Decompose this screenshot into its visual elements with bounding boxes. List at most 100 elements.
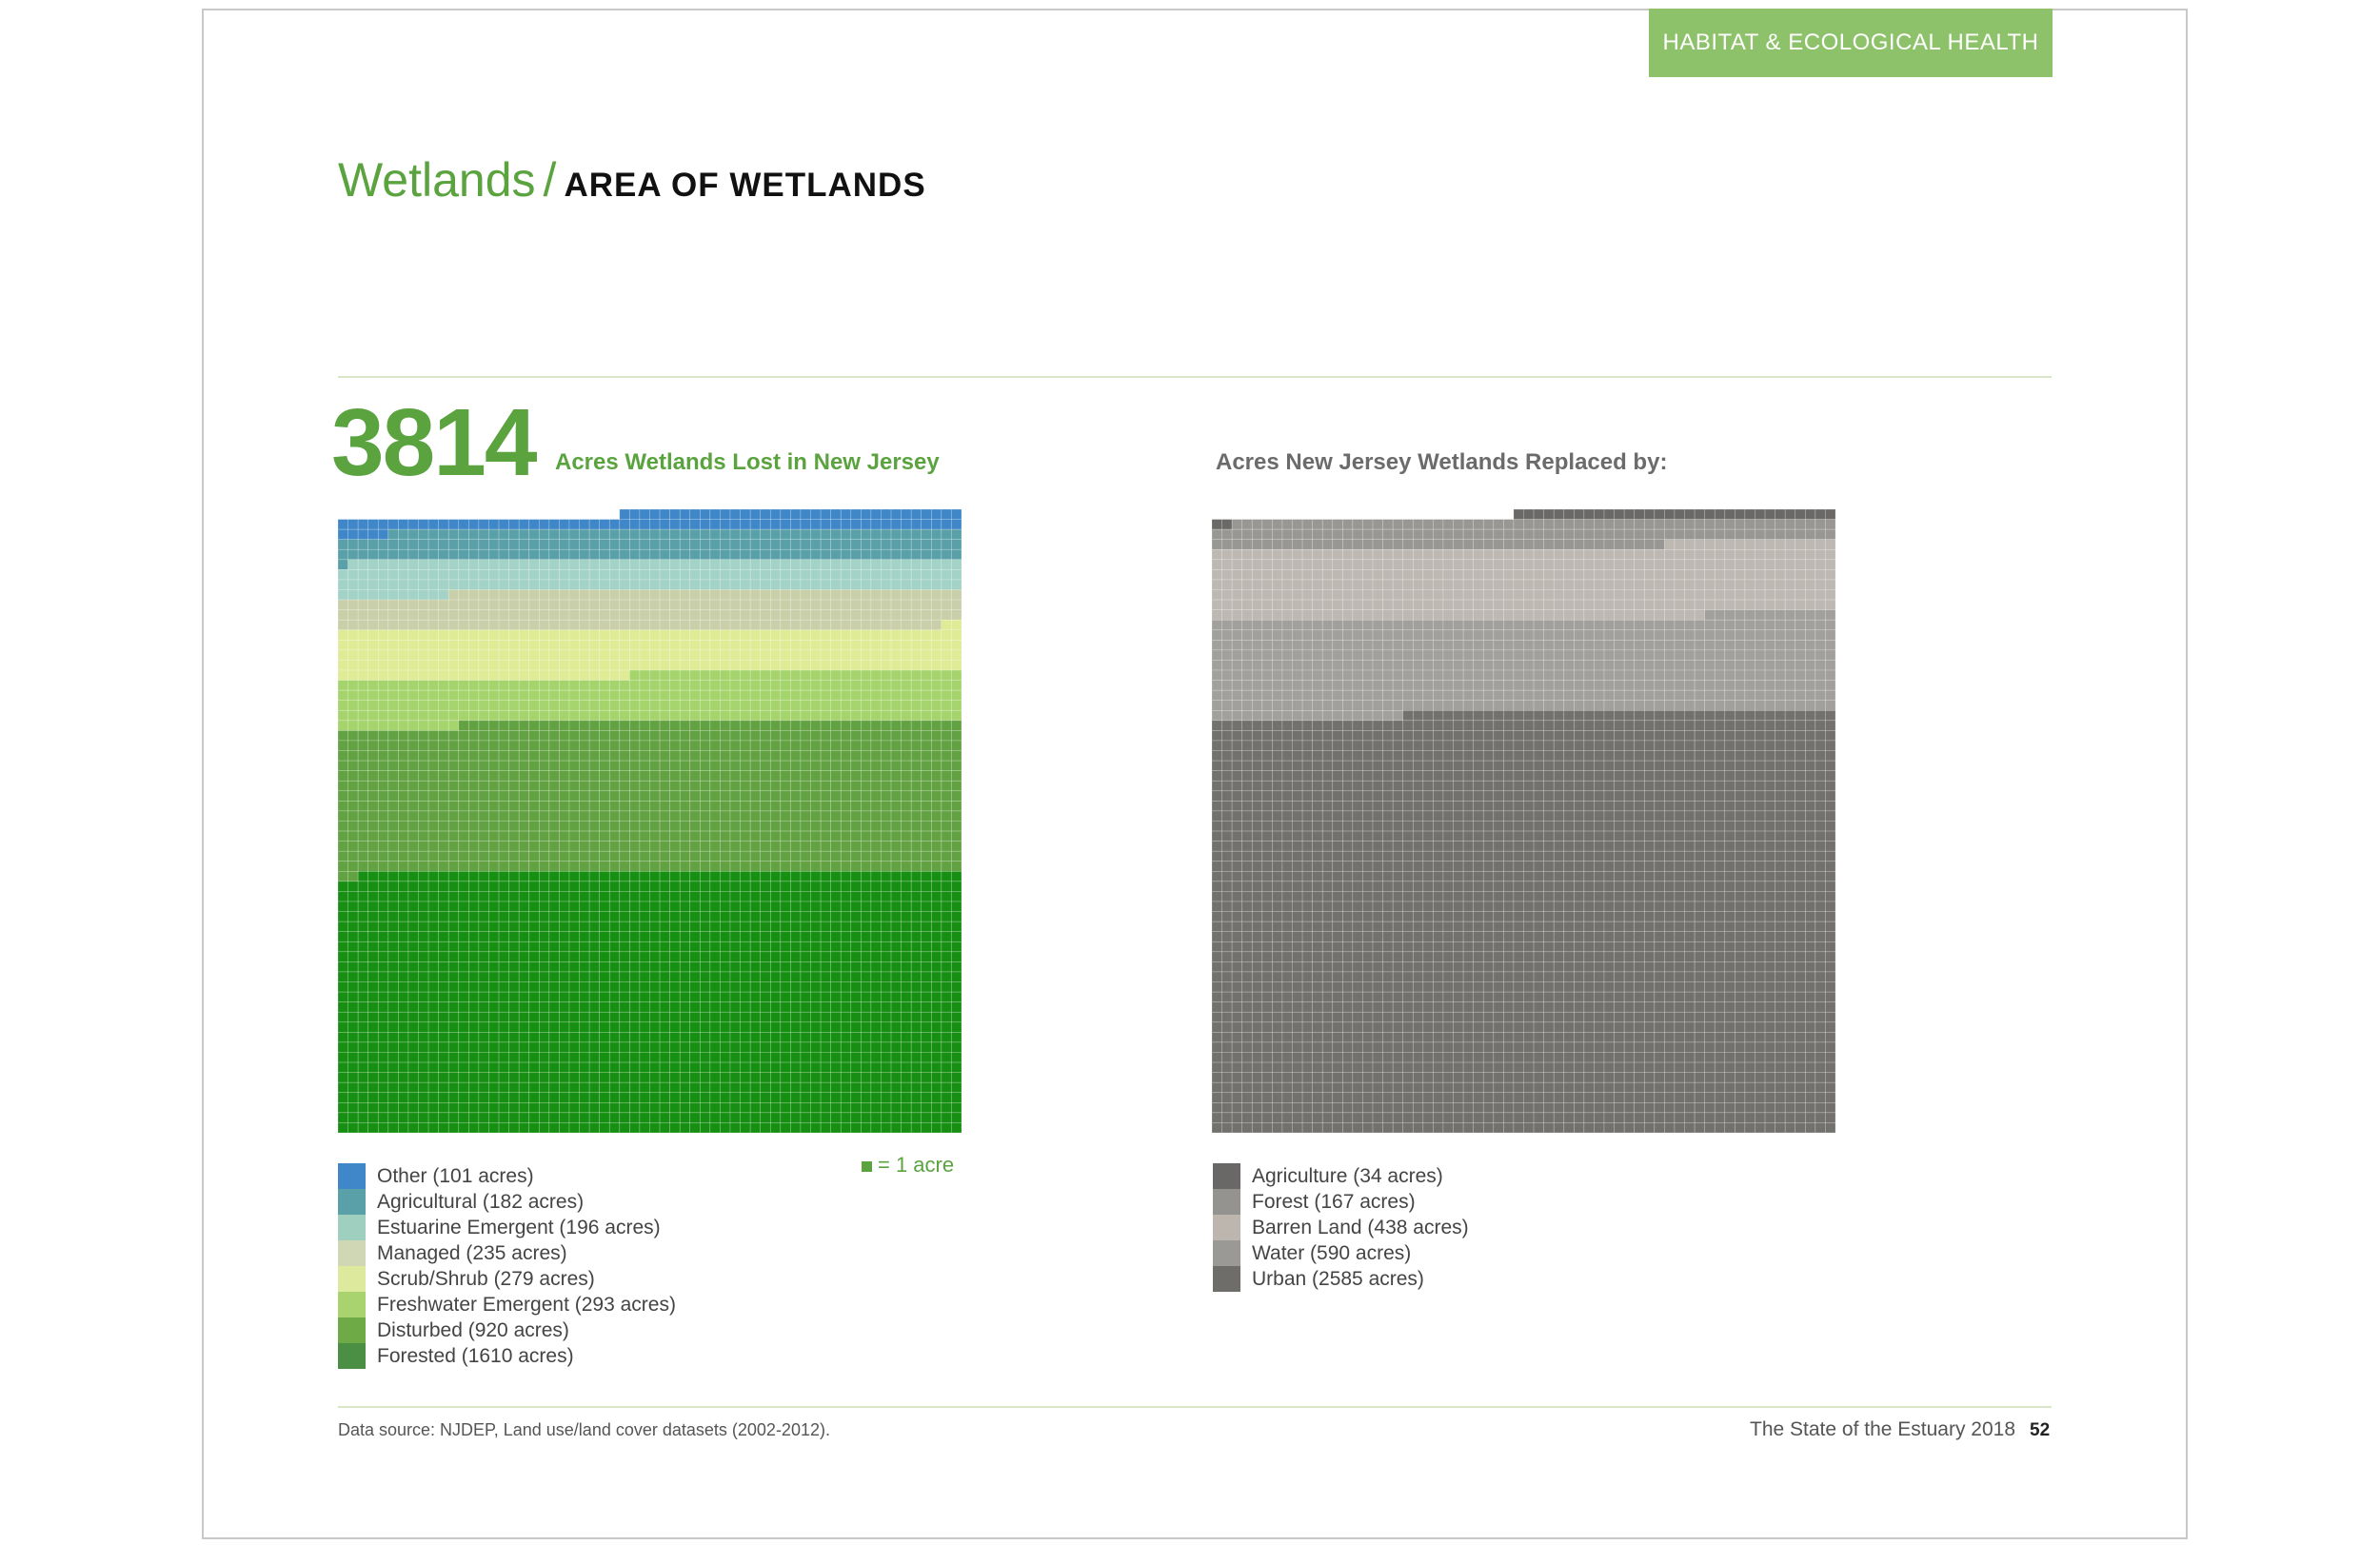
waffle-cell xyxy=(1594,559,1605,570)
waffle-cell xyxy=(629,891,641,902)
waffle-series-other xyxy=(338,509,962,540)
waffle-cell xyxy=(1594,589,1605,601)
waffle-cell xyxy=(498,951,509,962)
waffle-cell xyxy=(377,1061,389,1073)
waffle-cell xyxy=(498,1102,509,1114)
waffle-cell xyxy=(1241,559,1253,570)
waffle-cell xyxy=(1513,629,1524,641)
waffle-cell xyxy=(800,640,811,651)
waffle-cell xyxy=(700,689,711,702)
waffle-cell xyxy=(740,841,751,852)
waffle-cell xyxy=(830,609,842,621)
waffle-cell xyxy=(1684,589,1696,601)
waffle-cell xyxy=(579,730,590,742)
waffle-cell xyxy=(538,669,550,681)
waffle-cell xyxy=(1321,559,1334,570)
waffle-cell xyxy=(629,640,641,651)
waffle-cell xyxy=(700,991,711,1002)
waffle-cell xyxy=(679,991,691,1002)
waffle-cell xyxy=(579,1081,590,1094)
waffle-cell xyxy=(1503,629,1515,641)
waffle-cell xyxy=(338,629,348,641)
waffle-cell xyxy=(1513,609,1524,621)
waffle-cell xyxy=(458,559,469,570)
waffle-cell xyxy=(720,1112,731,1123)
waffle-cell xyxy=(1795,509,1806,520)
waffle-cell xyxy=(639,1112,650,1123)
waffle-cell xyxy=(427,931,439,942)
waffle-cell xyxy=(749,528,762,540)
waffle-cell xyxy=(780,730,791,742)
waffle-cell xyxy=(508,528,520,540)
waffle-cell xyxy=(1212,640,1222,651)
waffle-cell xyxy=(498,881,509,892)
waffle-cell xyxy=(347,548,359,561)
waffle-cell xyxy=(1503,660,1515,671)
waffle-cell xyxy=(579,680,590,691)
waffle-cell xyxy=(951,680,962,691)
waffle-cell xyxy=(669,519,681,530)
waffle-cell xyxy=(398,961,409,973)
waffle-cell xyxy=(861,559,872,570)
waffle-cell xyxy=(357,579,368,590)
waffle-cell xyxy=(498,961,509,973)
waffle-cell xyxy=(850,609,862,621)
waffle-cell xyxy=(820,730,831,742)
waffle-cell xyxy=(377,871,389,882)
waffle-cell xyxy=(830,539,842,550)
waffle-cell xyxy=(881,871,892,882)
waffle-cell xyxy=(720,700,731,711)
waffle-cell xyxy=(508,579,520,590)
waffle-cell xyxy=(548,790,560,802)
waffle-cell xyxy=(830,951,842,962)
waffle-cell xyxy=(760,740,771,751)
waffle-cell xyxy=(780,589,791,601)
waffle-cell xyxy=(659,1081,670,1094)
waffle-cell xyxy=(1614,528,1625,540)
waffle-cell xyxy=(890,810,902,822)
waffle-cell xyxy=(418,790,429,802)
waffle-cell xyxy=(1402,559,1414,570)
waffle-cell xyxy=(357,559,368,570)
waffle-cell xyxy=(488,689,500,702)
waffle-cell xyxy=(769,629,782,641)
waffle-cell xyxy=(1251,589,1263,601)
waffle-cell xyxy=(387,660,399,671)
waffle-cell xyxy=(780,1122,791,1133)
waffle-cell xyxy=(599,1092,610,1103)
waffle-cell xyxy=(921,750,932,762)
waffle-cell xyxy=(639,750,650,762)
waffle-cell xyxy=(447,548,460,561)
waffle-cell xyxy=(608,1122,621,1133)
waffle-cell xyxy=(1825,689,1835,702)
waffle-cell xyxy=(1563,609,1575,621)
waffle-cell xyxy=(1382,660,1394,671)
waffle-cell xyxy=(740,1102,751,1114)
waffle-cell xyxy=(458,700,469,711)
waffle-cell xyxy=(830,1081,842,1094)
waffle-cell xyxy=(941,599,952,610)
waffle-cell xyxy=(367,821,379,832)
waffle-cell xyxy=(438,921,449,933)
waffle-cell xyxy=(447,539,460,550)
waffle-cell xyxy=(931,640,942,651)
waffle-cell xyxy=(1694,680,1705,691)
waffle-cell xyxy=(367,740,379,751)
waffle-cell xyxy=(830,810,842,822)
waffle-cell xyxy=(579,991,590,1002)
waffle-cell xyxy=(1261,559,1273,570)
waffle-cell xyxy=(810,961,822,973)
waffle-cell xyxy=(498,730,509,742)
waffle-cell xyxy=(559,730,570,742)
waffle-cell xyxy=(910,810,922,822)
waffle-cell xyxy=(387,740,399,751)
waffle-cell xyxy=(1634,609,1645,621)
waffle-cell xyxy=(749,770,762,782)
waffle-cell xyxy=(850,901,862,912)
waffle-cell xyxy=(700,700,711,711)
waffle-cell xyxy=(608,810,621,822)
waffle-cell xyxy=(588,680,600,691)
waffle-cell xyxy=(357,1081,368,1094)
waffle-cell xyxy=(1775,680,1786,691)
waffle-cell xyxy=(780,770,791,782)
